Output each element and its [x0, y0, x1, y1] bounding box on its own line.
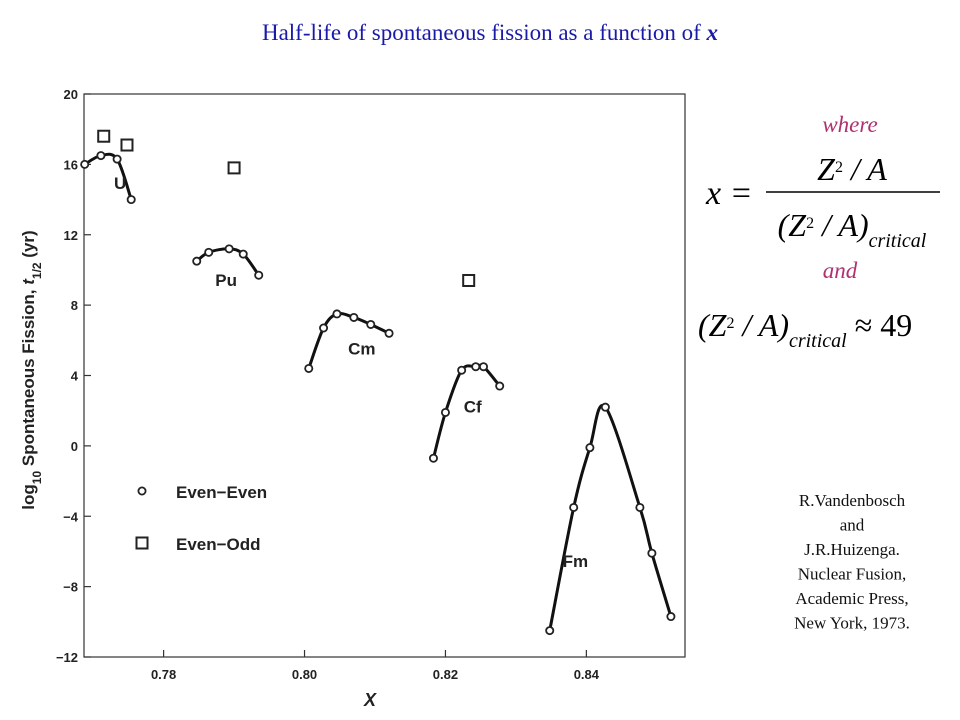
- formula-part: (Z: [698, 307, 728, 343]
- and-label: and: [823, 258, 858, 283]
- even-even-point: [224, 244, 234, 254]
- citation-line: Nuclear Fusion,: [798, 565, 907, 584]
- x-tick-label: 0.78: [151, 667, 176, 682]
- fit-curve: [548, 403, 673, 631]
- formula-critical: (Z2 / A)critical ≈ 49: [698, 307, 912, 352]
- even-even-point: [457, 365, 467, 375]
- even-even-point: [569, 502, 579, 512]
- x-axis-label: X: [363, 690, 377, 710]
- even-even-point: [96, 151, 106, 161]
- even-odd-point: [97, 129, 111, 143]
- citation-line: Academic Press,: [795, 589, 908, 608]
- y-tick-label: 16: [64, 157, 78, 172]
- y-tick-label: −4: [63, 509, 79, 524]
- even-even-point: [349, 312, 359, 322]
- even-even-point: [440, 407, 450, 417]
- even-even-point: [478, 362, 488, 372]
- y-tick-label: −12: [56, 650, 78, 665]
- formula-part: 2: [806, 215, 814, 232]
- even-even-point: [600, 402, 610, 412]
- citation-line: R.Vandenbosch: [799, 491, 906, 510]
- formula-part: / A: [843, 151, 887, 187]
- x-tick-label: 0.82: [433, 667, 458, 682]
- formula-part: / A): [814, 207, 869, 243]
- citation-line: J.R.Huizenga.: [804, 540, 900, 559]
- slide-title: Half-life of spontaneous fission as a fu…: [262, 20, 718, 45]
- formula-numerator: Z2 / A: [817, 151, 887, 187]
- even-even-point: [332, 309, 342, 319]
- even-even-point: [112, 154, 122, 164]
- y-label-part: 1/2: [30, 262, 44, 279]
- y-tick-label: 20: [64, 87, 78, 102]
- even-odd-point: [462, 273, 476, 287]
- formula-denominator: (Z2 / A)critical: [778, 207, 927, 252]
- even-even-point: [80, 159, 90, 169]
- formula-part: (Z: [778, 207, 808, 243]
- y-label-part: t: [19, 278, 38, 285]
- even-odd-point: [120, 138, 134, 152]
- element-label: Pu: [215, 271, 237, 290]
- formula-part: 2: [726, 315, 734, 332]
- formula-part: / A): [734, 307, 789, 343]
- even-even-point: [647, 548, 657, 558]
- even-even-point: [635, 502, 645, 512]
- even-even-point: [366, 319, 376, 329]
- even-even-point: [585, 443, 595, 453]
- even-even-point: [545, 626, 555, 636]
- title-text: Half-life of spontaneous fission as a fu…: [262, 20, 707, 45]
- even-even-point: [204, 247, 214, 257]
- even-even-point: [254, 270, 264, 280]
- legend-label: Even−Odd: [176, 535, 261, 554]
- y-tick-label: 4: [71, 369, 79, 384]
- y-tick-label: 8: [71, 298, 78, 313]
- even-odd-point: [135, 536, 149, 550]
- formula-part: critical: [789, 330, 847, 352]
- citation: R.Vandenbosch and J.R.Huizenga. Nuclear Fus…: [794, 491, 910, 633]
- even-even-point: [495, 381, 505, 391]
- even-even-point: [304, 363, 314, 373]
- y-label-part: (yr): [19, 230, 38, 262]
- even-even-point: [428, 453, 438, 463]
- even-even-point: [192, 256, 202, 266]
- legend-label: Even−Even: [176, 483, 267, 502]
- citation-line: and: [840, 516, 865, 535]
- element-label: Cf: [464, 398, 482, 417]
- y-tick-label: 0: [71, 439, 78, 454]
- where-label: where: [822, 112, 877, 137]
- formula-lhs: x =: [705, 175, 753, 212]
- y-label-part: 10: [30, 471, 44, 485]
- even-even-point: [319, 323, 329, 333]
- even-even-point: [471, 362, 481, 372]
- even-even-point: [126, 195, 136, 205]
- even-even-point: [384, 328, 394, 338]
- formula-part: x =: [705, 175, 753, 212]
- x-tick-label: 0.84: [574, 667, 600, 682]
- formula-part: 2: [835, 159, 843, 176]
- formula-part: critical: [869, 230, 927, 252]
- even-even-point: [238, 249, 248, 259]
- y-label-part: Spontaneous Fission,: [19, 285, 38, 471]
- y-tick-label: −8: [63, 580, 78, 595]
- even-odd-point: [227, 161, 241, 175]
- even-even-point: [666, 612, 676, 622]
- formula-part: Z: [817, 151, 836, 187]
- y-tick-label: 12: [64, 228, 78, 243]
- y-label-part: log: [19, 484, 38, 510]
- formula-part: ≈ 49: [847, 307, 913, 343]
- x-tick-label: 0.80: [292, 667, 317, 682]
- fit-curve: [83, 152, 133, 201]
- plot-frame: [83, 93, 686, 658]
- element-label: U: [114, 174, 126, 193]
- title-var: x: [706, 20, 719, 45]
- citation-line: New York, 1973.: [794, 614, 910, 633]
- element-label: Cm: [348, 339, 375, 358]
- even-even-point: [137, 486, 147, 496]
- y-axis-label: log10 Spontaneous Fission, t1/2 (yr): [19, 230, 44, 509]
- element-label: Fm: [563, 552, 589, 571]
